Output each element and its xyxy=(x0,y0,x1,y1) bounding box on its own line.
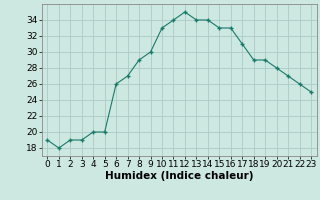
X-axis label: Humidex (Indice chaleur): Humidex (Indice chaleur) xyxy=(105,171,253,181)
